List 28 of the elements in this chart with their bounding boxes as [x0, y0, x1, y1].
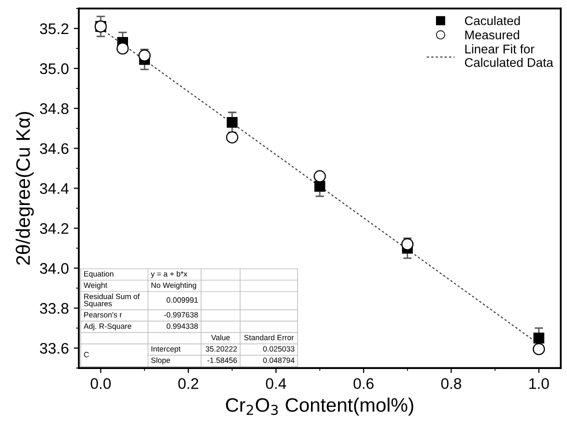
y-tick-label: 33.8 — [40, 302, 68, 314]
legend-label: Measured — [465, 30, 520, 40]
y-tick-label: 34.4 — [40, 183, 69, 194]
point — [532, 342, 545, 356]
x-tick-label: 0.6 — [354, 378, 374, 389]
point — [138, 49, 151, 62]
x-tick-label: 0.4 — [266, 378, 286, 389]
y-tick-label: 34.2 — [40, 223, 68, 234]
x-tick-label: 0.8 — [441, 378, 462, 389]
legend-label: Linear Fit for Calculated Data — [464, 44, 554, 67]
y-tick-label: 34.8 — [40, 103, 68, 114]
point — [314, 170, 326, 182]
x-axis-title: Cr$_{2}$O$_{3}$ Content(mol%) — [226, 398, 414, 416]
y-tick-label: 34.0 — [40, 263, 68, 274]
x-tick-label: 1.0 — [529, 378, 549, 389]
x-tick-label: 0.0 — [90, 378, 111, 389]
point — [401, 238, 414, 250]
y-tick-label: 35.2 — [40, 23, 68, 34]
y-axis-title: 2θ/degree(Cu Kα) — [16, 112, 34, 265]
y-tick-label: 33.6 — [40, 342, 68, 354]
y-tick-label: 34.6 — [40, 143, 68, 154]
legend-label: Caculated — [464, 16, 520, 26]
y-tick-label: 35.0 — [40, 63, 68, 74]
point — [533, 332, 544, 344]
point — [226, 131, 238, 144]
x-tick-label: 0.2 — [178, 378, 198, 389]
point — [116, 42, 129, 55]
point — [226, 116, 238, 128]
